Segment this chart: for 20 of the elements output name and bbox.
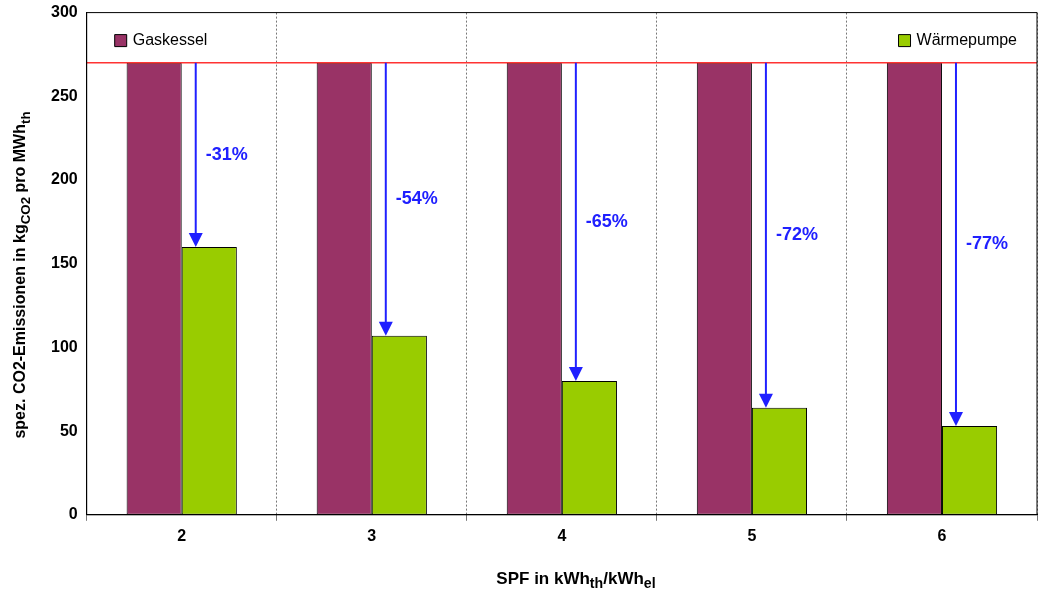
legend-label: Gaskessel [132, 31, 208, 49]
x-tick-label: 4 [557, 526, 567, 544]
x-tick-label: 6 [937, 526, 947, 544]
annotation: -65% [585, 210, 628, 231]
legend-label: Wärmepumpe [916, 31, 1018, 49]
y-tick-label: 100 [50, 337, 78, 355]
y-tick-label: 200 [50, 170, 78, 188]
annotation: -77% [965, 233, 1008, 254]
annotation: -54% [395, 188, 438, 209]
x-axis-title: SPF in kWh$_{th}$/kWh$_{el}$ [496, 568, 656, 592]
y-tick-label: 0 [68, 505, 78, 523]
y-tick-label: 50 [59, 421, 78, 439]
y-tick-label: 250 [50, 86, 78, 104]
x-tick-label: 2 [177, 526, 187, 544]
annotation: -72% [775, 224, 818, 245]
annotation: -31% [205, 143, 248, 164]
y-tick-label: 150 [50, 254, 78, 272]
y-tick-label: 300 [50, 3, 78, 21]
x-tick-label: 5 [747, 526, 757, 544]
x-tick-label: 3 [367, 526, 377, 544]
